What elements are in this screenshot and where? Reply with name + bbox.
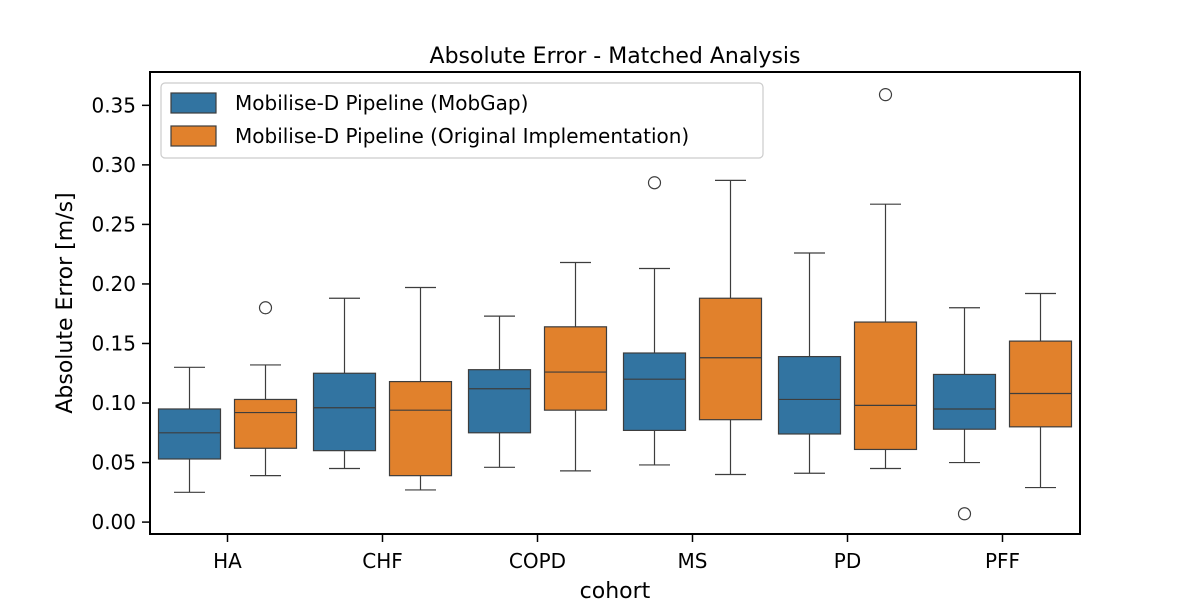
box-pff-series-2 <box>1008 292 1073 489</box>
legend-label: Mobilise-D Pipeline (MobGap) <box>235 91 528 115</box>
y-tick-label: 0.35 <box>91 93 136 117</box>
iqr-box <box>1008 340 1073 428</box>
plot-area <box>157 88 1073 521</box>
iqr-box <box>698 297 763 421</box>
iqr-box <box>853 321 918 451</box>
x-tick-label: CHF <box>362 549 403 573</box>
x-tick-label: PFF <box>985 549 1020 573</box>
outlier-point <box>647 176 662 190</box>
box-chf-series-1 <box>312 297 377 470</box>
box-chf-series-2 <box>388 286 453 491</box>
x-axis-title: cohort <box>580 579 651 600</box>
legend-label: Mobilise-D Pipeline (Original Implementa… <box>235 124 689 148</box>
y-tick-label: 0.05 <box>91 451 136 475</box>
plot-frame <box>149 71 1081 535</box>
box-copd-series-2 <box>543 261 608 472</box>
iqr-box <box>467 369 532 434</box>
iqr-box <box>233 398 298 449</box>
iqr-box <box>157 408 222 460</box>
outlier-point <box>258 301 273 315</box>
box-ms-series-1 <box>622 176 687 466</box>
y-tick-label: 0.10 <box>91 391 136 415</box>
x-tick-label: HA <box>213 549 242 573</box>
legend: Mobilise-D Pipeline (MobGap) Mobilise-D P… <box>160 82 764 159</box>
y-tick-label: 0.15 <box>91 331 136 355</box>
iqr-box <box>777 355 842 435</box>
iqr-box <box>312 372 377 452</box>
y-tick-label: 0.20 <box>91 272 136 296</box>
box-ha-series-2 <box>233 301 298 477</box>
legend-swatch <box>170 125 217 147</box>
y-axis-title: Absolute Error [m/s] <box>53 192 78 413</box>
iqr-box <box>932 373 997 430</box>
box-pd-series-2 <box>853 88 918 470</box>
box-ha-series-1 <box>157 366 222 493</box>
x-tick-label: PD <box>834 549 861 573</box>
y-tick-label: 0.00 <box>91 510 136 534</box>
box-ms-series-2 <box>698 179 763 476</box>
legend-swatch <box>170 92 217 114</box>
box-pff-series-1 <box>932 307 997 521</box>
x-tick-label: MS <box>678 549 708 573</box>
x-axis: HA CHF COPD MS PD PFF <box>213 534 1020 573</box>
y-tick-label: 0.30 <box>91 153 136 177</box>
iqr-box <box>622 352 687 432</box>
x-tick-label: COPD <box>509 549 566 573</box>
outlier-point <box>957 507 972 521</box>
iqr-box <box>388 380 453 477</box>
y-tick-label: 0.25 <box>91 212 136 236</box>
chart-title: Absolute Error - Matched Analysis <box>430 44 801 69</box>
outlier-point <box>878 88 893 102</box>
box-copd-series-1 <box>467 315 532 468</box>
y-axis: 0.00 0.05 0.10 0.15 0.20 0.25 0.30 0.35 <box>91 93 150 534</box>
box-pd-series-1 <box>777 252 842 474</box>
iqr-box <box>543 326 608 411</box>
legend-frame <box>160 82 764 159</box>
